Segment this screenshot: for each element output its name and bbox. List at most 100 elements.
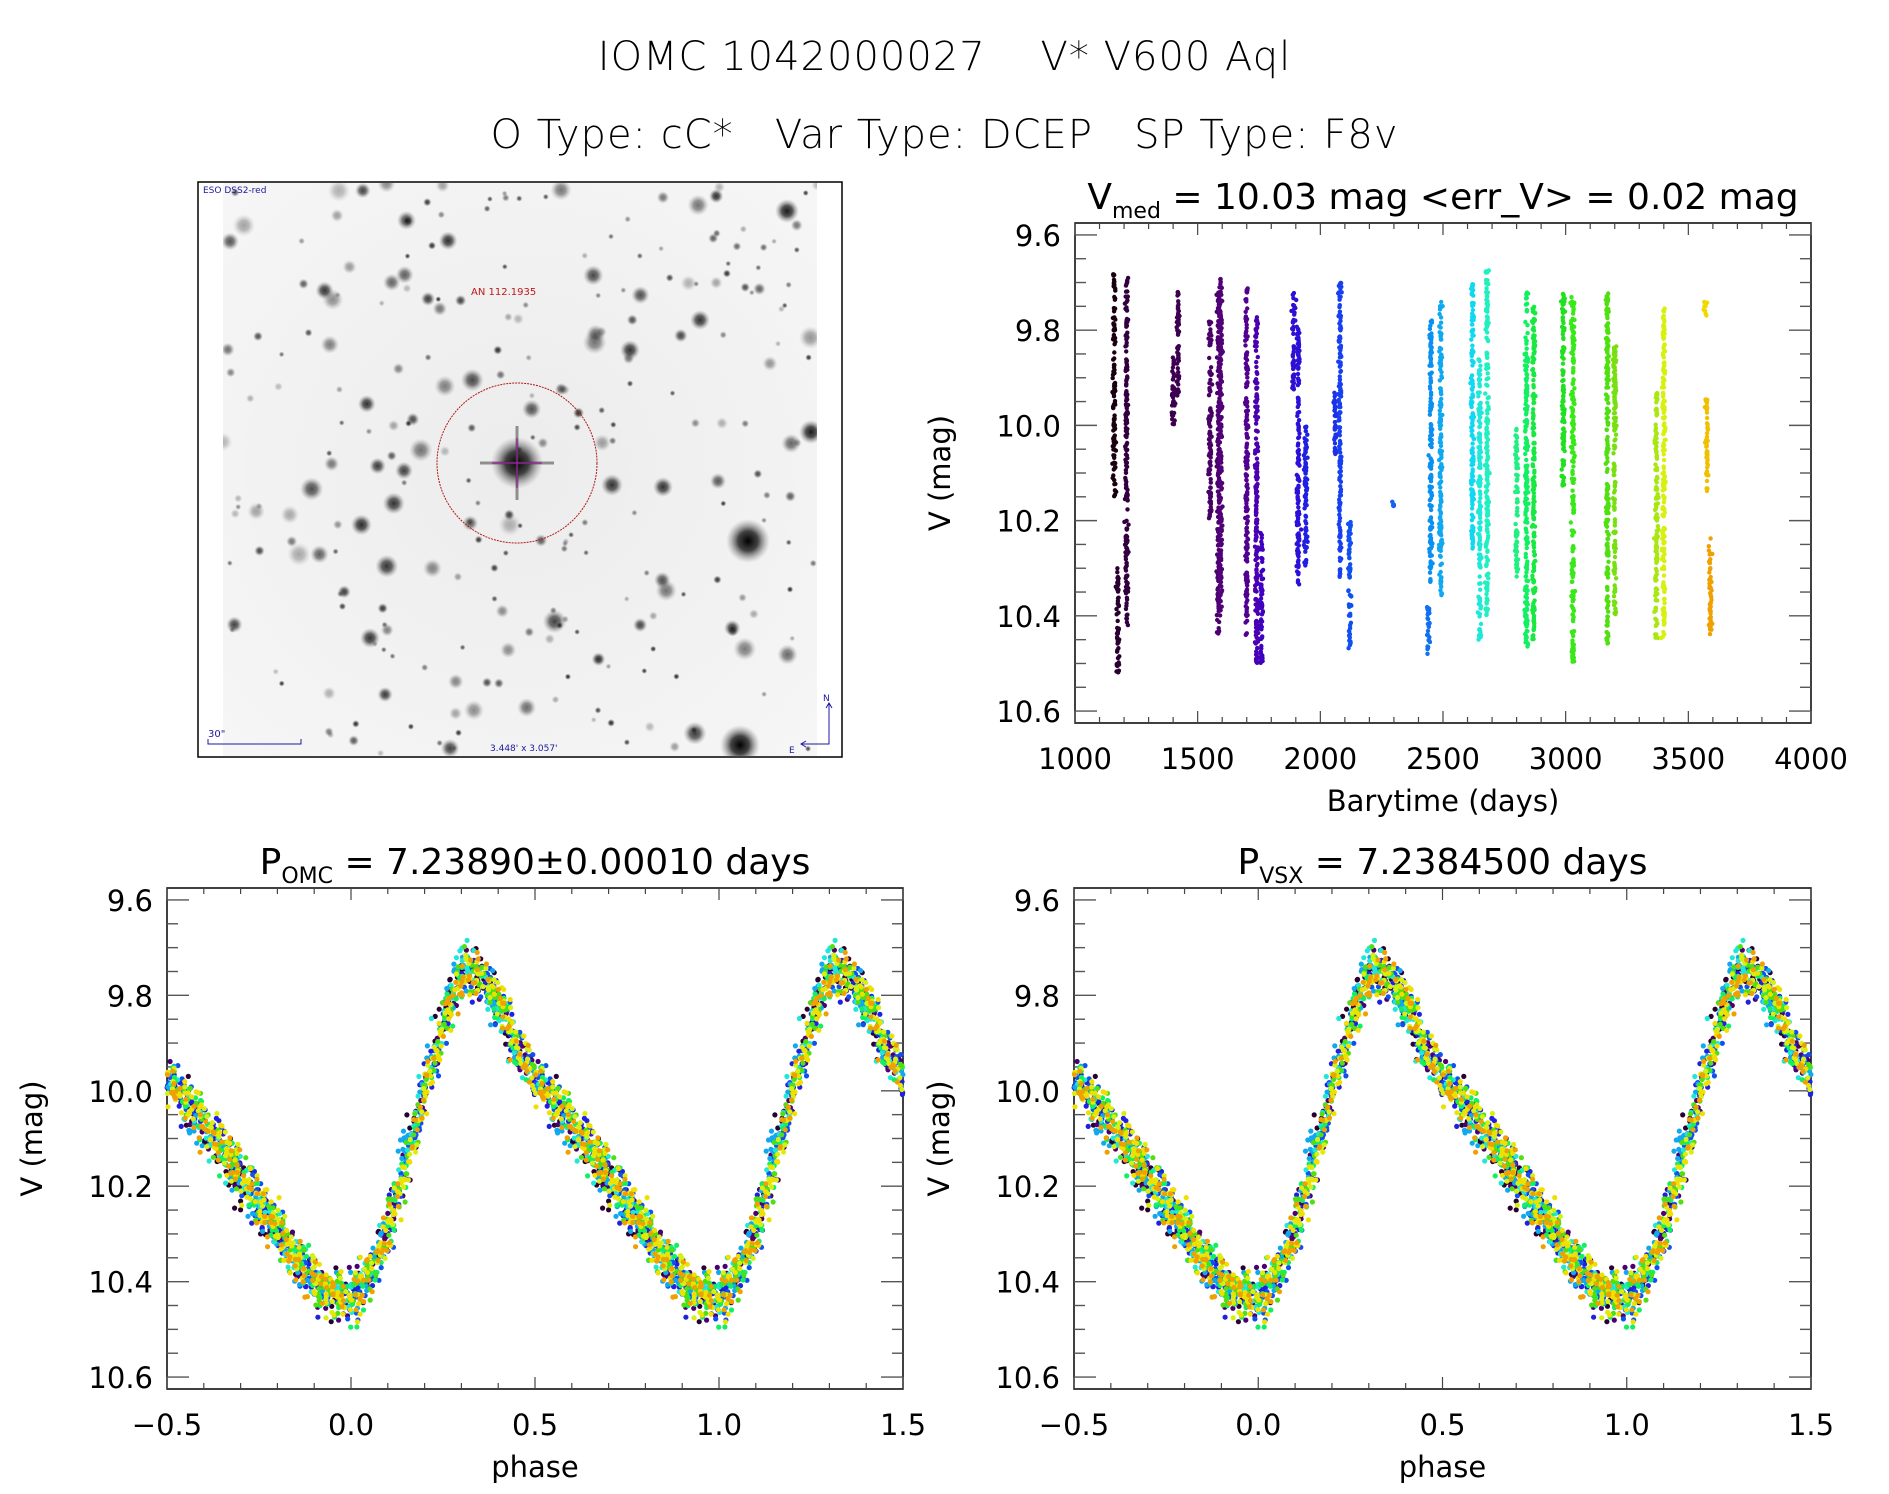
data-point (1208, 365, 1214, 370)
data-point (1561, 345, 1567, 350)
data-point (1531, 545, 1537, 550)
star (336, 590, 344, 598)
star (481, 677, 493, 688)
star (802, 189, 809, 197)
data-point (1244, 435, 1250, 440)
data-point (1654, 517, 1660, 523)
star (631, 509, 638, 516)
data-point (1662, 596, 1667, 602)
y-axis-label: V (mag) (923, 415, 957, 531)
data-point (1604, 529, 1610, 534)
data-point (1613, 566, 1618, 571)
star (725, 260, 732, 267)
data-point (1439, 299, 1444, 305)
star (804, 745, 812, 752)
data-point (1438, 346, 1444, 352)
star (631, 286, 650, 305)
data-point (1605, 370, 1611, 375)
data-point (1125, 364, 1130, 370)
x-tick-label: −0.5 (132, 1408, 202, 1442)
data-point (1662, 600, 1667, 606)
data-point (1605, 631, 1611, 636)
star (572, 407, 585, 419)
data-point (1438, 511, 1444, 516)
data-point (1605, 595, 1610, 600)
star (386, 450, 397, 461)
star (495, 369, 506, 380)
data-point (1604, 520, 1609, 526)
data-point (1531, 414, 1536, 419)
data-point (1337, 477, 1342, 482)
data-point (1531, 565, 1537, 570)
data-point (1531, 539, 1536, 544)
data-point (1111, 420, 1117, 426)
data-point (1337, 512, 1342, 517)
data-point (1259, 589, 1264, 595)
data-point (1569, 528, 1575, 533)
data-point (1612, 571, 1617, 576)
phase-points (164, 937, 906, 1330)
data-point (1532, 455, 1537, 461)
data-point (1209, 337, 1214, 343)
data-point (1532, 598, 1537, 603)
data-point (1561, 300, 1566, 305)
data-point (1208, 377, 1213, 383)
data-point (1438, 581, 1443, 587)
star (322, 686, 336, 701)
data-point (1570, 333, 1576, 339)
data-point (1296, 558, 1301, 563)
data-point (1514, 528, 1519, 533)
data-point (1218, 375, 1224, 380)
data-point (1571, 477, 1577, 482)
data-point (1704, 486, 1709, 491)
data-point (1704, 404, 1709, 409)
data-point (1604, 324, 1610, 330)
star (755, 264, 762, 271)
data-point (1661, 457, 1667, 463)
data-point (1471, 478, 1476, 483)
data-point (1258, 636, 1264, 642)
star (753, 282, 766, 296)
data-point (1216, 626, 1221, 631)
data-point (1659, 635, 1664, 641)
data-point (1570, 653, 1575, 658)
data-point (1219, 465, 1224, 470)
star (793, 246, 800, 254)
data-point (1336, 522, 1342, 527)
data-point (1347, 574, 1352, 580)
data-point (1471, 529, 1476, 534)
star (493, 678, 504, 689)
data-point (1217, 533, 1223, 538)
data-point (1243, 493, 1249, 498)
data-point (1560, 315, 1566, 320)
season-segment (1529, 304, 1538, 642)
data-point (1296, 427, 1301, 432)
data-point (1124, 299, 1129, 304)
star (298, 278, 309, 290)
data-point (1123, 289, 1129, 294)
star (230, 188, 240, 197)
data-point (1111, 369, 1116, 374)
data-point (1662, 407, 1667, 412)
data-point (1296, 562, 1301, 567)
data-point (1175, 366, 1181, 371)
data-point (1661, 432, 1666, 437)
data-point (1661, 416, 1667, 421)
star (454, 294, 467, 307)
data-point (1254, 517, 1259, 523)
star (709, 472, 727, 490)
data-point (1484, 366, 1489, 371)
data-point (1124, 322, 1129, 327)
data-point (1112, 327, 1118, 333)
data-point (1208, 416, 1213, 421)
data-point (696, 1319, 702, 1325)
star (537, 437, 549, 449)
data-point (1477, 431, 1483, 437)
data-point (1337, 294, 1342, 299)
data-point (1512, 548, 1518, 553)
data-point (1123, 306, 1128, 311)
y-tick-label: 10.0 (996, 409, 1061, 443)
data-point (1612, 394, 1617, 399)
data-point (1428, 332, 1434, 337)
data-point (1110, 375, 1115, 381)
